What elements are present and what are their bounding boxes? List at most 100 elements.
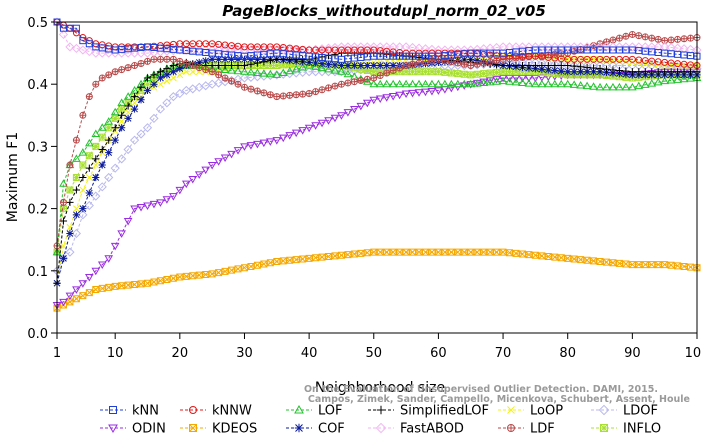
data-point <box>434 68 442 76</box>
data-point <box>608 82 618 91</box>
data-point <box>453 45 463 55</box>
data-point <box>388 92 398 101</box>
data-point <box>517 42 528 52</box>
data-point <box>97 123 107 131</box>
data-point <box>156 199 165 207</box>
data-point <box>324 117 333 125</box>
data-point <box>492 76 501 84</box>
data-point <box>680 35 688 43</box>
data-point <box>234 42 242 50</box>
data-point <box>641 68 649 76</box>
data-point <box>402 68 410 76</box>
data-point <box>298 127 307 135</box>
data-point <box>396 48 404 56</box>
data-point <box>680 68 688 76</box>
data-point <box>325 252 333 260</box>
data-point <box>92 80 100 88</box>
data-point <box>563 42 573 52</box>
data-point <box>408 89 417 98</box>
data-point <box>123 92 133 100</box>
data-point <box>673 75 682 83</box>
data-point <box>156 55 164 63</box>
data-point <box>343 42 353 52</box>
data-point <box>615 82 624 91</box>
data-point <box>111 114 119 122</box>
data-point <box>538 252 546 260</box>
data-point <box>175 88 185 99</box>
data-point <box>537 79 547 88</box>
data-point <box>409 60 417 68</box>
data-point <box>433 45 444 55</box>
data-point <box>169 274 177 282</box>
data-point <box>486 69 494 77</box>
data-point <box>98 133 106 141</box>
data-point <box>601 42 612 52</box>
data-point <box>447 79 456 88</box>
series-line <box>56 61 697 253</box>
data-point <box>278 134 288 143</box>
data-point <box>538 61 546 70</box>
data-point <box>97 261 107 270</box>
y-tick-label: 0.2 <box>27 203 48 218</box>
data-point <box>233 147 243 155</box>
data-point <box>247 85 255 93</box>
data-point <box>499 61 507 70</box>
data-point <box>111 282 119 290</box>
data-point <box>195 64 203 72</box>
data-point <box>674 68 682 76</box>
data-point <box>149 113 159 124</box>
data-point <box>202 271 210 279</box>
data-point <box>602 258 610 266</box>
data-point <box>105 136 113 144</box>
data-point <box>285 132 295 140</box>
data-point <box>117 154 127 164</box>
data-point <box>279 257 287 265</box>
legend-marker <box>109 406 117 414</box>
data-point <box>376 72 384 79</box>
data-point <box>459 79 469 88</box>
legend-label: FastABOD <box>400 422 464 434</box>
data-point <box>401 90 411 98</box>
data-point <box>556 79 566 88</box>
legend-marker <box>507 406 515 414</box>
data-point <box>557 55 565 63</box>
x-tick-label: 40 <box>301 346 318 361</box>
data-point <box>357 61 365 70</box>
data-point <box>551 66 559 75</box>
data-point <box>680 60 688 68</box>
data-point <box>215 71 223 79</box>
data-point <box>292 55 300 63</box>
data-point <box>285 66 295 75</box>
data-point <box>602 38 610 46</box>
data-point <box>654 68 662 76</box>
data-point <box>157 80 164 88</box>
data-point <box>622 32 630 40</box>
data-point <box>215 40 223 48</box>
data-point <box>182 60 190 67</box>
data-point <box>194 82 204 92</box>
data-point <box>538 65 546 73</box>
data-point <box>79 186 87 194</box>
data-point <box>602 65 611 73</box>
data-point <box>480 70 488 78</box>
data-point <box>356 102 366 111</box>
legend-marker <box>189 406 197 414</box>
data-point <box>395 91 404 100</box>
data-point <box>369 79 379 88</box>
data-point <box>376 61 384 70</box>
y-tick-label: 0.1 <box>27 265 48 280</box>
data-point <box>570 68 578 76</box>
legend-item-kdeos: KDEOS <box>180 422 257 434</box>
data-point <box>634 81 644 90</box>
data-point <box>370 74 378 82</box>
data-point <box>653 42 663 52</box>
data-point <box>156 74 165 82</box>
data-point <box>686 68 695 76</box>
data-point <box>150 80 158 88</box>
data-point <box>130 105 139 113</box>
data-point <box>466 79 476 88</box>
data-point <box>136 203 146 212</box>
data-point <box>589 64 598 72</box>
data-point <box>460 70 468 78</box>
data-point <box>395 42 405 52</box>
